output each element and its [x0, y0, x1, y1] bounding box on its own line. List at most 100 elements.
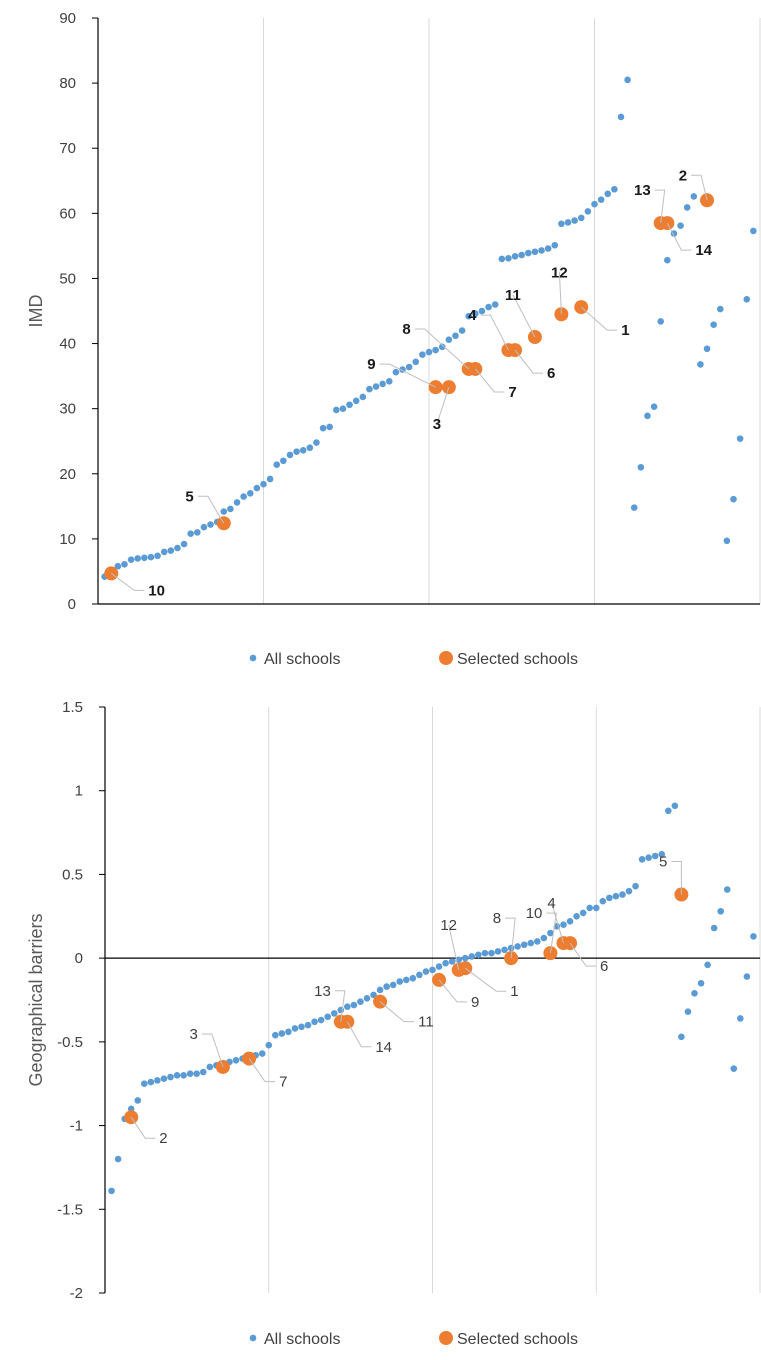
- all-schools-point: [644, 412, 651, 420]
- legend-selected-schools-label: Selected schools: [457, 1331, 578, 1348]
- all-schools-point: [584, 208, 592, 215]
- all-schools-point: [403, 976, 410, 984]
- callout-leader-line: [448, 924, 460, 970]
- legend-all-schools-marker: [249, 654, 257, 662]
- all-schools-point: [232, 1056, 240, 1064]
- all-schools-point: [141, 554, 148, 562]
- gridlines: [263, 18, 761, 604]
- all-schools-point: [597, 196, 605, 203]
- all-schools-point: [664, 256, 671, 264]
- all-schools-point: [206, 1063, 214, 1071]
- legend-selected-schools-marker: [439, 1331, 453, 1345]
- all-schools-point: [141, 1080, 148, 1088]
- callout-leader-line: [201, 1033, 224, 1068]
- all-schools-point: [638, 856, 646, 863]
- all-schools-point: [173, 1072, 181, 1079]
- all-schools-point: [485, 303, 492, 311]
- selected-school-label: 13: [634, 182, 651, 199]
- all-schools-point: [665, 807, 672, 815]
- all-schools-point: [461, 954, 469, 962]
- all-schools-point: [372, 383, 380, 390]
- callout-leader-line: [480, 314, 509, 351]
- all-schools-point: [405, 363, 413, 371]
- all-schools-point: [258, 1050, 266, 1057]
- callout-leader-line: [379, 363, 436, 388]
- selected-school-label: 10: [526, 905, 543, 922]
- all-schools-point: [619, 891, 626, 898]
- y-tick-label: 70: [59, 140, 76, 157]
- all-schools-point: [750, 933, 757, 940]
- all-schools-point: [352, 397, 360, 405]
- all-schools-point: [630, 504, 638, 511]
- all-schools-point: [518, 251, 525, 259]
- legend: All schools Selected schools: [249, 651, 578, 668]
- all-schools-point: [127, 556, 135, 564]
- all-schools-point: [671, 802, 679, 810]
- all-schools-point: [448, 958, 456, 965]
- selected-school-label: 2: [679, 167, 687, 184]
- all-schools-point: [599, 897, 607, 905]
- legend-all-schools-label: All schools: [264, 651, 340, 668]
- callout-leader-line: [580, 306, 618, 331]
- all-schools-point: [240, 493, 247, 500]
- all-schools-point: [389, 981, 397, 989]
- all-schools-point: [114, 1155, 122, 1163]
- all-schools-point: [690, 193, 698, 200]
- all-schools-point: [438, 343, 446, 351]
- all-schools-point: [311, 1018, 318, 1026]
- all-schools-point: [147, 553, 155, 561]
- series-selected-schools: [104, 193, 715, 581]
- selected-school-label: 1: [510, 983, 518, 1000]
- all-schools-point: [544, 245, 552, 252]
- selected-school-label: 9: [367, 356, 375, 373]
- all-schools-point: [134, 1097, 142, 1104]
- all-schools-point: [677, 222, 684, 230]
- all-schools-point: [154, 552, 161, 560]
- all-schools-point: [697, 361, 704, 368]
- all-schools-point: [697, 979, 705, 987]
- selected-school-label: 4: [547, 895, 555, 912]
- all-schools-point: [458, 327, 466, 334]
- all-schools-point: [416, 971, 423, 979]
- all-schools-point: [366, 385, 373, 393]
- selected-school-label: 11: [505, 287, 521, 304]
- callout-leader-line: [551, 902, 564, 944]
- y-tick-label: 20: [59, 466, 76, 483]
- all-schools-point: [253, 484, 261, 492]
- all-schools-point: [445, 336, 453, 343]
- y-tick-label: -1: [70, 1118, 83, 1135]
- all-schools-point: [383, 983, 390, 990]
- selected-school-label: 9: [471, 994, 479, 1011]
- all-schools-point: [121, 560, 128, 568]
- selected-school-label: 7: [508, 384, 516, 401]
- selected-school-label: 11: [418, 1014, 434, 1031]
- all-schools-point: [491, 301, 499, 308]
- selected-school-label: 3: [190, 1026, 198, 1043]
- all-schools-point: [160, 1075, 168, 1082]
- callout-leader-line: [546, 912, 557, 954]
- all-schools-point: [412, 358, 420, 366]
- callout-leader-line: [666, 222, 692, 251]
- legend-selected-schools-label: Selected schools: [457, 651, 578, 668]
- y-axis-title: IMD: [26, 295, 46, 328]
- y-tick-label: -2: [70, 1285, 83, 1302]
- all-schools-point: [560, 921, 567, 928]
- geographical-barriers-chart: 1.5 1 0.5 0 -0.5 -1 -1.5 -2 Geographical barrier…: [26, 699, 761, 1348]
- all-schools-point: [199, 1068, 207, 1076]
- all-schools-point: [160, 548, 168, 556]
- all-schools-point: [507, 944, 515, 952]
- all-schools-point: [272, 1031, 279, 1039]
- all-schools-point: [501, 946, 508, 954]
- callout-leader-line: [654, 189, 666, 224]
- callout-leader-line: [512, 294, 536, 338]
- all-schools-point: [465, 312, 473, 320]
- all-schools-point: [293, 448, 300, 455]
- y-tick-label: 80: [59, 75, 76, 92]
- all-schools-point: [298, 1023, 305, 1031]
- y-tick-label: 0.5: [62, 866, 83, 883]
- all-schools-point: [260, 480, 267, 488]
- all-schools-point: [180, 1072, 187, 1079]
- all-schools-point: [468, 953, 476, 960]
- all-schools-point: [280, 457, 287, 465]
